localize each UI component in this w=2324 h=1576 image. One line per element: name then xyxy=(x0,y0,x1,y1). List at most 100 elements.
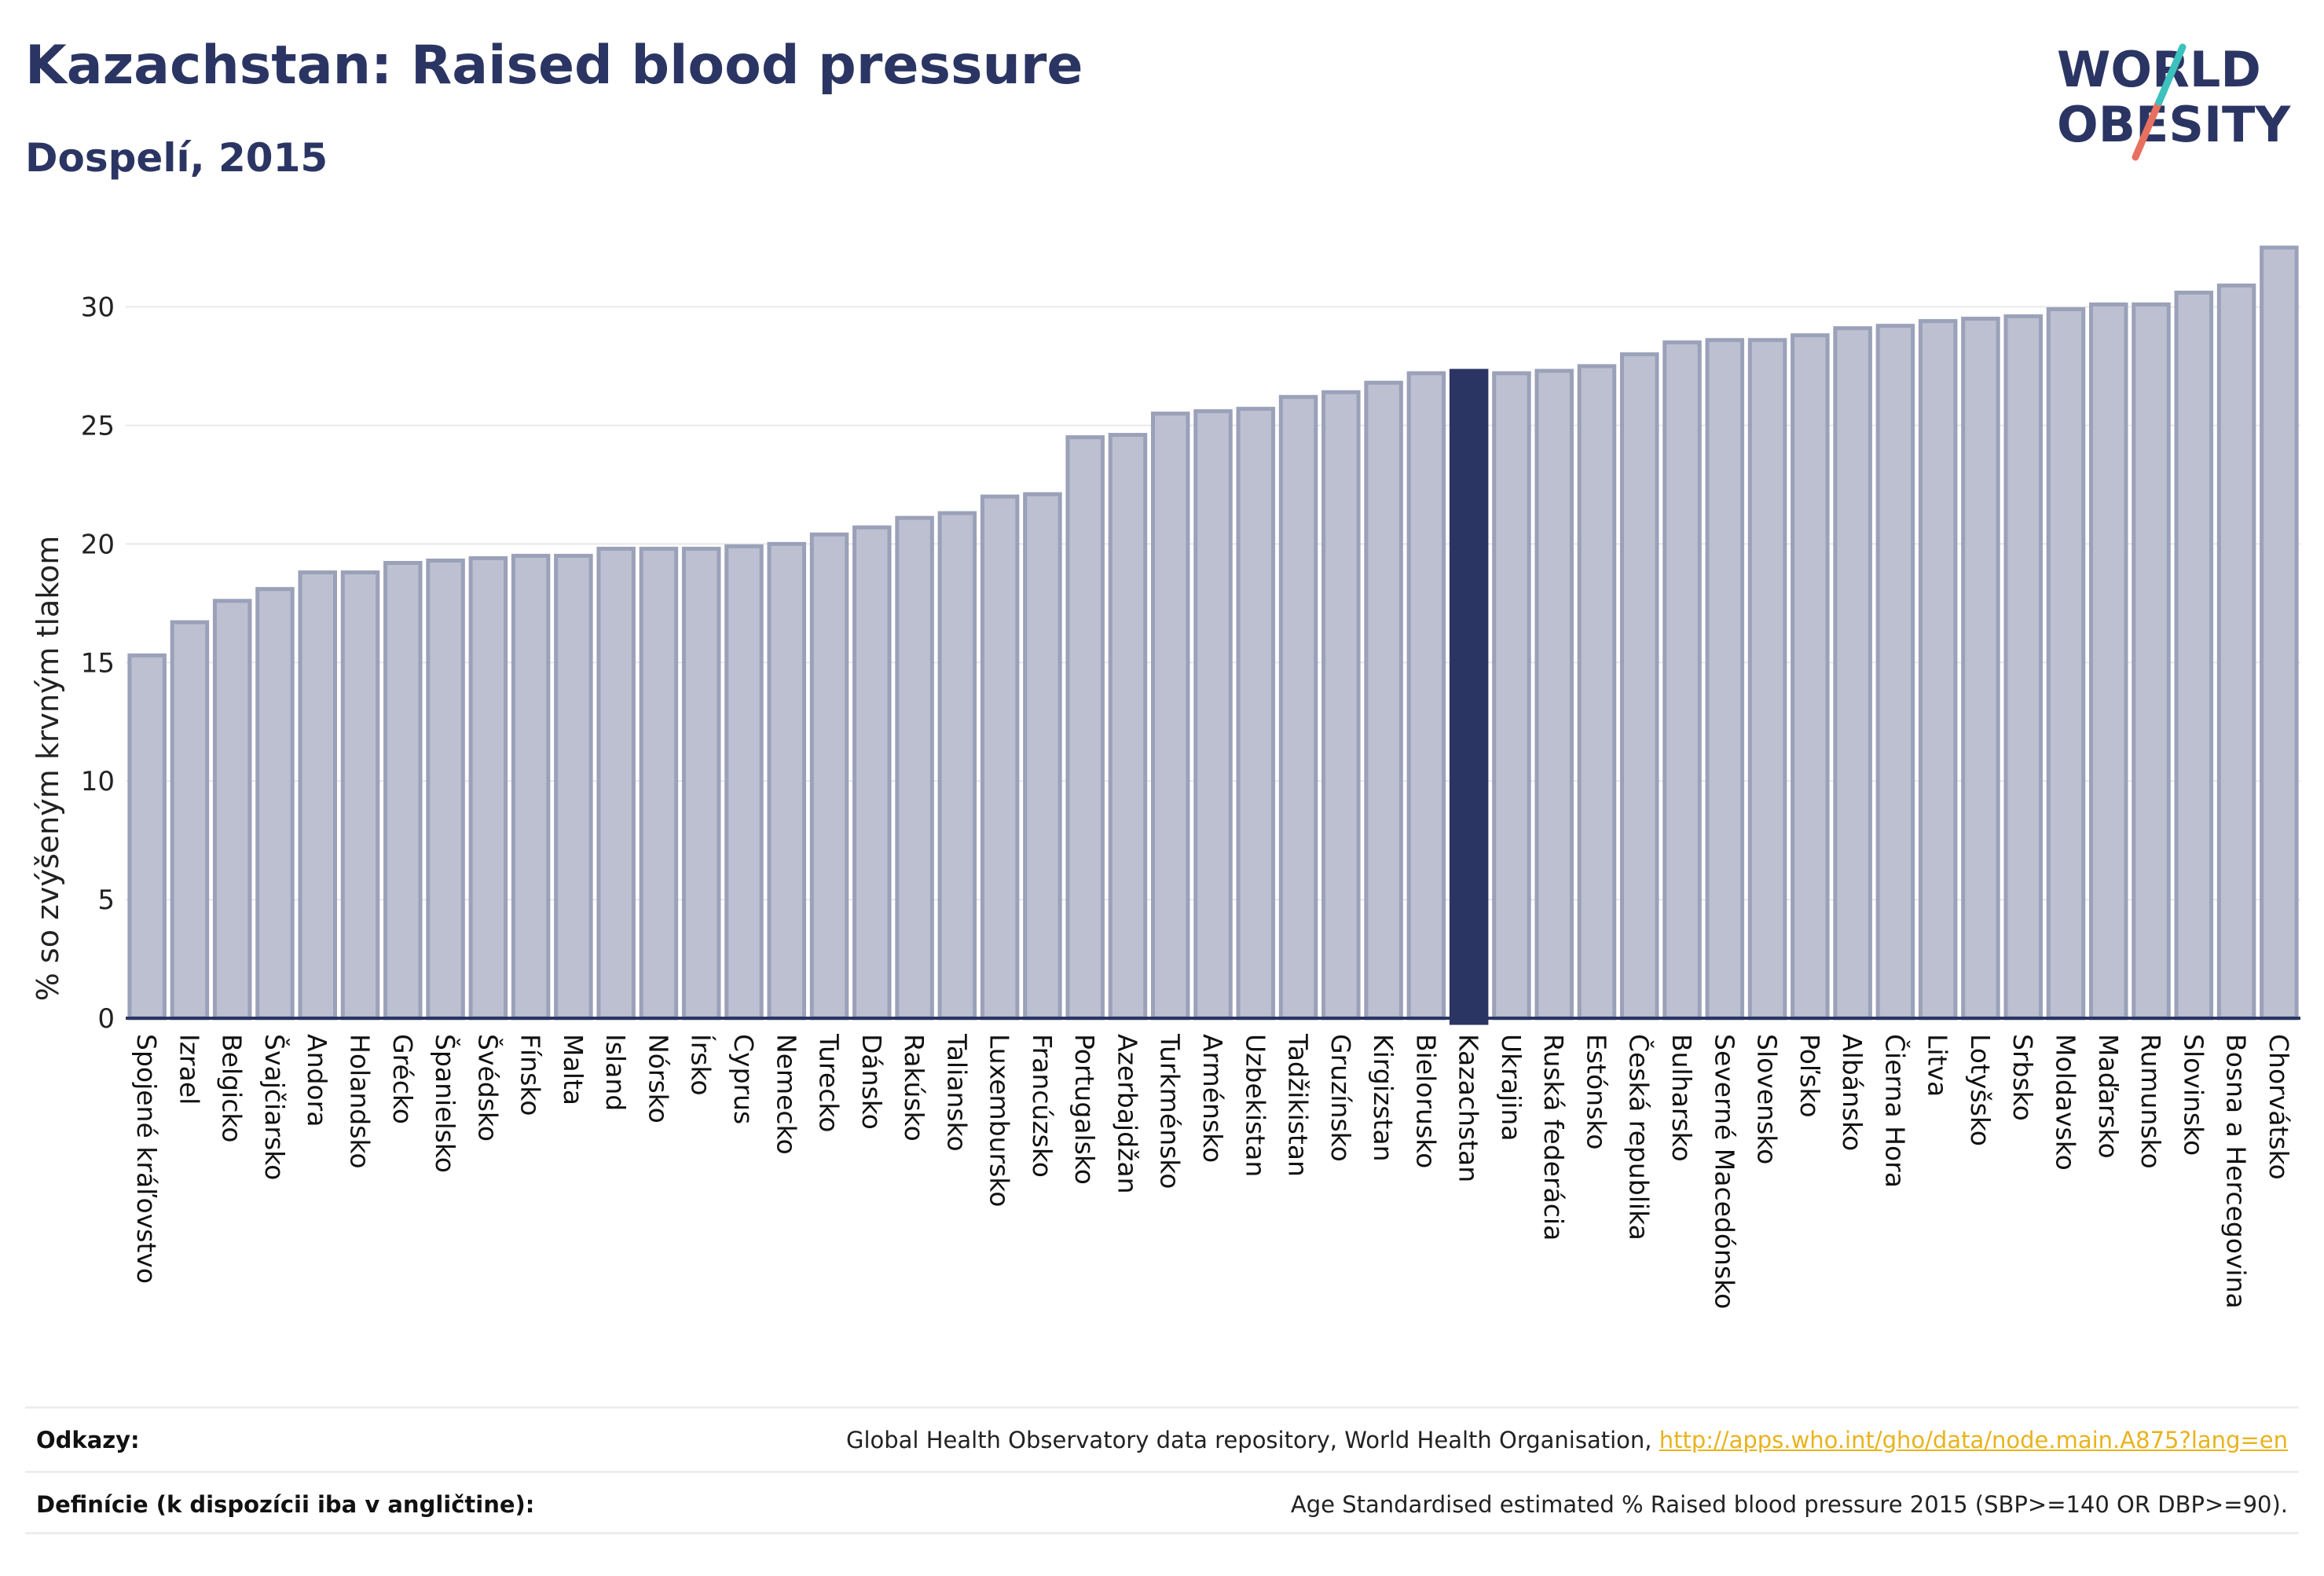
bar-Maďarsko[interactable] xyxy=(2089,302,2128,1021)
bar-Grécko[interactable] xyxy=(383,561,423,1021)
logo-slash-teal xyxy=(2155,43,2187,106)
bar-Spojené kráľovstvo[interactable] xyxy=(127,653,167,1021)
bar-Estónsko[interactable] xyxy=(1577,364,1617,1021)
x-category-label: Kazachstan xyxy=(1453,1034,1484,1182)
bar-Turkménsko[interactable] xyxy=(1150,411,1190,1021)
x-category-label: Chorvátsko xyxy=(2264,1034,2294,1180)
bar-Litva[interactable] xyxy=(1918,319,1958,1021)
bar-Severné Macedónsko[interactable] xyxy=(1705,338,1745,1021)
bar-Bielorusko[interactable] xyxy=(1406,371,1446,1021)
x-category-label: Bielorusko xyxy=(1410,1034,1441,1168)
bar-Írsko[interactable] xyxy=(681,546,721,1021)
bar-Malta[interactable] xyxy=(554,553,593,1021)
x-category-label: Albánsko xyxy=(1837,1034,1868,1151)
logo-slash-red xyxy=(2132,98,2163,161)
y-tick-label: 30 xyxy=(81,292,115,324)
bar-Čierna Hora[interactable] xyxy=(1875,324,1915,1021)
bar-Bulharsko[interactable] xyxy=(1662,340,1702,1021)
footer-divider xyxy=(25,1532,2299,1534)
x-category-label: Litva xyxy=(1923,1034,1953,1097)
definitions-value: Age Standardised estimated % Raised bloo… xyxy=(1290,1491,2288,1518)
bar-Albánsko[interactable] xyxy=(1833,326,1872,1021)
bar-Rumunsko[interactable] xyxy=(2132,302,2171,1021)
bar-Tadžikistan[interactable] xyxy=(1278,394,1318,1021)
bar-Srbsko[interactable] xyxy=(2003,314,2043,1021)
bar-Česká republika[interactable] xyxy=(1619,352,1659,1021)
bar-Andora[interactable] xyxy=(298,570,337,1021)
bar-Nemecko[interactable] xyxy=(767,541,807,1021)
bar-chart: 0 5 10 15 20 25 30 Spojené kráľovstvo Izrael Bel… xyxy=(31,245,2300,1309)
x-category-label: Azerbajdžan xyxy=(1112,1034,1142,1194)
bars xyxy=(127,245,2299,1025)
bar-Taliansko[interactable] xyxy=(937,511,977,1021)
bar-Kirgizstan[interactable] xyxy=(1364,380,1403,1021)
footer-references: Odkazy: Global Health Observatory data r… xyxy=(25,1406,2299,1472)
bar-Ruská federácia[interactable] xyxy=(1534,368,1574,1021)
bar-Španielsko[interactable] xyxy=(426,558,465,1021)
bar-Dánsko[interactable] xyxy=(852,525,892,1021)
x-category-label: Moldavsko xyxy=(2050,1034,2080,1171)
y-axis-label: % so zvýšeným krvným tlakom xyxy=(31,536,65,1002)
x-category-label: Slovinsko xyxy=(2178,1034,2209,1156)
y-tick-label: 15 xyxy=(81,647,115,679)
bar-Fínsko[interactable] xyxy=(511,553,551,1021)
x-category-label: Ruská federácia xyxy=(1538,1034,1569,1241)
logo-text-obesity: OBESITY xyxy=(2057,96,2291,153)
bar-Portugalsko[interactable] xyxy=(1065,435,1105,1021)
bar-Moldavsko[interactable] xyxy=(2046,307,2086,1021)
x-category-label: Malta xyxy=(558,1034,588,1105)
references-value: Global Health Observatory data repositor… xyxy=(846,1427,2299,1453)
y-tick-label: 25 xyxy=(81,410,115,442)
bar-Ukrajina[interactable] xyxy=(1492,371,1531,1021)
x-category-label: Grécko xyxy=(387,1034,418,1124)
x-category-label: Írsko xyxy=(686,1034,717,1096)
x-category-label: Maďarsko xyxy=(2093,1034,2124,1159)
bar-Turecko[interactable] xyxy=(809,532,849,1021)
bar-Švédsko[interactable] xyxy=(468,555,508,1021)
bar-Gruzínsko[interactable] xyxy=(1321,390,1361,1021)
bar-Holandsko[interactable] xyxy=(340,570,380,1021)
bar-Slovensko[interactable] xyxy=(1747,338,1787,1021)
bar-Poľsko[interactable] xyxy=(1791,333,1830,1021)
x-category-label: Rumunsko xyxy=(2135,1034,2166,1169)
bar-Francúzsko[interactable] xyxy=(1023,492,1062,1021)
bar-Lotyšsko[interactable] xyxy=(1961,317,2000,1021)
x-category-label: Cyprus xyxy=(728,1034,759,1124)
x-category-label: Estónsko xyxy=(1581,1034,1611,1149)
references-link[interactable]: http://apps.who.int/gho/data/node.main.A… xyxy=(1659,1427,2288,1453)
bar-Cyprus[interactable] xyxy=(724,544,764,1021)
bar-Chorvátsko[interactable] xyxy=(2260,245,2299,1021)
bar-Švajčiarsko[interactable] xyxy=(255,587,295,1021)
x-category-label: Turecko xyxy=(814,1033,845,1132)
x-category-label: Ukrajina xyxy=(1496,1034,1527,1142)
x-category-label: Uzbekistan xyxy=(1240,1034,1270,1177)
bar-Belgicko[interactable] xyxy=(212,599,252,1021)
y-tick-label: 5 xyxy=(97,885,115,916)
bar-Slovinsko[interactable] xyxy=(2174,290,2214,1021)
bar-Bosna a Hercegovina[interactable] xyxy=(2216,283,2256,1021)
x-category-label: Švédsko xyxy=(472,1034,504,1142)
references-label: Odkazy: xyxy=(36,1427,140,1453)
bar-Azerbajdžan[interactable] xyxy=(1108,433,1148,1021)
definitions-label: Definície (k dispozícii iba v angličtine… xyxy=(36,1491,535,1518)
bar-Arménsko[interactable] xyxy=(1193,409,1233,1021)
x-category-label: Slovensko xyxy=(1752,1034,1783,1164)
x-category-label: Belgicko xyxy=(217,1034,247,1143)
x-category-label: Srbsko xyxy=(2007,1034,2038,1121)
bar-Uzbekistan[interactable] xyxy=(1236,406,1276,1021)
bar-Kazachstan[interactable] xyxy=(1449,368,1489,1025)
x-category-label: Tadžikistan xyxy=(1283,1033,1314,1177)
x-category-label: Portugalsko xyxy=(1069,1034,1100,1185)
x-category-label: Nemecko xyxy=(771,1034,801,1155)
bar-Luxembursko[interactable] xyxy=(980,494,1020,1021)
logo-text-world: WORLD xyxy=(2057,41,2261,98)
x-category-label: Holandsko xyxy=(345,1034,376,1169)
bar-Nórsko[interactable] xyxy=(639,546,679,1021)
bar-Izrael[interactable] xyxy=(170,620,210,1021)
y-tick-labels: 0 5 10 15 20 25 30 xyxy=(81,292,115,1035)
bar-Island[interactable] xyxy=(596,546,636,1021)
x-category-label: Lotyšsko xyxy=(1965,1034,1996,1146)
x-category-label: Čierna Hora xyxy=(1879,1034,1911,1188)
bar-Rakúsko[interactable] xyxy=(895,515,934,1021)
y-tick-label: 10 xyxy=(81,766,115,797)
